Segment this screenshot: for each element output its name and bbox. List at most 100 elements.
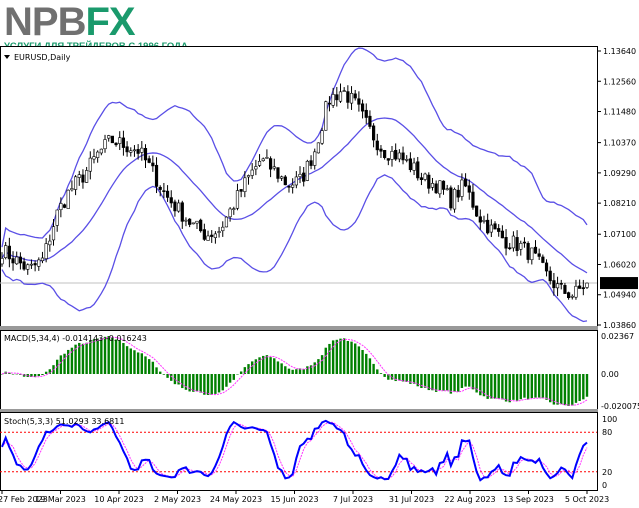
panel-separator bbox=[0, 409, 598, 412]
candle bbox=[383, 149, 387, 160]
candle-body bbox=[497, 228, 501, 232]
current-price-label: 1.05357 bbox=[602, 279, 635, 288]
macd-bar bbox=[188, 374, 191, 392]
macd-bar bbox=[67, 349, 70, 374]
candle bbox=[291, 178, 295, 194]
date-tick-label: 5 Oct 2023 bbox=[565, 495, 609, 504]
candle bbox=[372, 123, 376, 148]
macd-bar bbox=[515, 374, 519, 401]
macd-bar bbox=[81, 343, 85, 374]
macd-bar bbox=[537, 374, 541, 398]
candle bbox=[195, 220, 199, 229]
macd-bar bbox=[438, 374, 442, 391]
candle bbox=[445, 184, 449, 191]
macd-bar bbox=[44, 371, 48, 374]
price-tick-label: 1.12560 bbox=[603, 77, 636, 86]
macd-bar bbox=[512, 374, 515, 400]
macd-bar bbox=[254, 359, 258, 374]
candle bbox=[360, 99, 365, 119]
candle bbox=[331, 87, 335, 108]
candle-body bbox=[15, 256, 19, 265]
dropdown-triangle-icon[interactable] bbox=[4, 55, 10, 59]
candle bbox=[368, 110, 372, 129]
candle-body bbox=[151, 162, 155, 167]
candle bbox=[191, 222, 195, 225]
macd-bar bbox=[118, 340, 121, 374]
macd-bar bbox=[129, 348, 132, 374]
macd-bar bbox=[19, 374, 22, 375]
candle bbox=[73, 175, 78, 196]
candle-body bbox=[202, 229, 206, 240]
macd-bar bbox=[460, 374, 464, 388]
candle-body bbox=[73, 176, 78, 190]
macd-bar bbox=[247, 364, 250, 374]
candle bbox=[143, 144, 148, 169]
candle-body bbox=[375, 140, 379, 151]
candle bbox=[405, 155, 409, 163]
macd-bar bbox=[225, 374, 228, 387]
candle-body bbox=[7, 245, 11, 260]
candle-body bbox=[180, 202, 184, 222]
candle bbox=[441, 180, 446, 195]
candle bbox=[180, 200, 184, 229]
candle bbox=[114, 142, 118, 147]
candle-body bbox=[441, 180, 446, 190]
macd-bar bbox=[445, 374, 449, 391]
macd-bar bbox=[59, 355, 63, 374]
candle bbox=[26, 263, 30, 275]
candle bbox=[177, 199, 181, 213]
date-tick-label: 31 Jul 2023 bbox=[389, 495, 434, 504]
candle-body bbox=[280, 176, 284, 179]
macd-bar bbox=[192, 374, 195, 392]
candle-body bbox=[445, 188, 449, 191]
candle bbox=[265, 149, 269, 159]
candle bbox=[62, 203, 67, 209]
candle bbox=[434, 180, 438, 194]
candle bbox=[452, 187, 457, 213]
macd-bar bbox=[534, 374, 537, 398]
candle-body bbox=[132, 149, 137, 152]
macd-bar bbox=[372, 363, 375, 374]
candle bbox=[526, 241, 530, 264]
candle-body bbox=[0, 258, 4, 265]
candle-body bbox=[22, 261, 26, 270]
macd-bar bbox=[390, 374, 394, 380]
panel-separator bbox=[0, 326, 598, 330]
candle bbox=[268, 156, 273, 178]
candle bbox=[59, 197, 63, 218]
macd-bar bbox=[232, 374, 235, 380]
candle bbox=[324, 100, 328, 131]
candle bbox=[555, 276, 560, 297]
macd-bar bbox=[457, 374, 460, 392]
candle bbox=[519, 240, 523, 256]
candle bbox=[471, 183, 475, 210]
candle-body bbox=[309, 160, 313, 166]
macd-bar bbox=[320, 355, 324, 374]
macd-bar bbox=[258, 357, 261, 374]
macd-bar bbox=[125, 346, 129, 374]
candle bbox=[210, 230, 214, 243]
candle-body bbox=[165, 190, 170, 198]
candle-body bbox=[500, 230, 504, 239]
candle bbox=[497, 224, 501, 237]
candle bbox=[246, 174, 251, 185]
candle-body bbox=[44, 243, 48, 260]
candle-body bbox=[537, 253, 541, 257]
candle-body bbox=[379, 148, 383, 152]
candle bbox=[302, 166, 306, 187]
candle-body bbox=[18, 256, 22, 264]
candle bbox=[243, 171, 247, 198]
candle-body bbox=[48, 240, 52, 246]
macd-bar bbox=[70, 347, 74, 374]
candle-body bbox=[493, 223, 497, 230]
candle bbox=[257, 154, 262, 168]
candle-body bbox=[26, 264, 30, 270]
candle bbox=[463, 173, 468, 188]
candle-body bbox=[206, 235, 210, 241]
candle bbox=[511, 231, 516, 252]
price-tick-label: 1.06020 bbox=[603, 260, 636, 269]
candle-body bbox=[81, 174, 85, 183]
macd-bar bbox=[383, 374, 386, 377]
candle bbox=[581, 279, 585, 296]
